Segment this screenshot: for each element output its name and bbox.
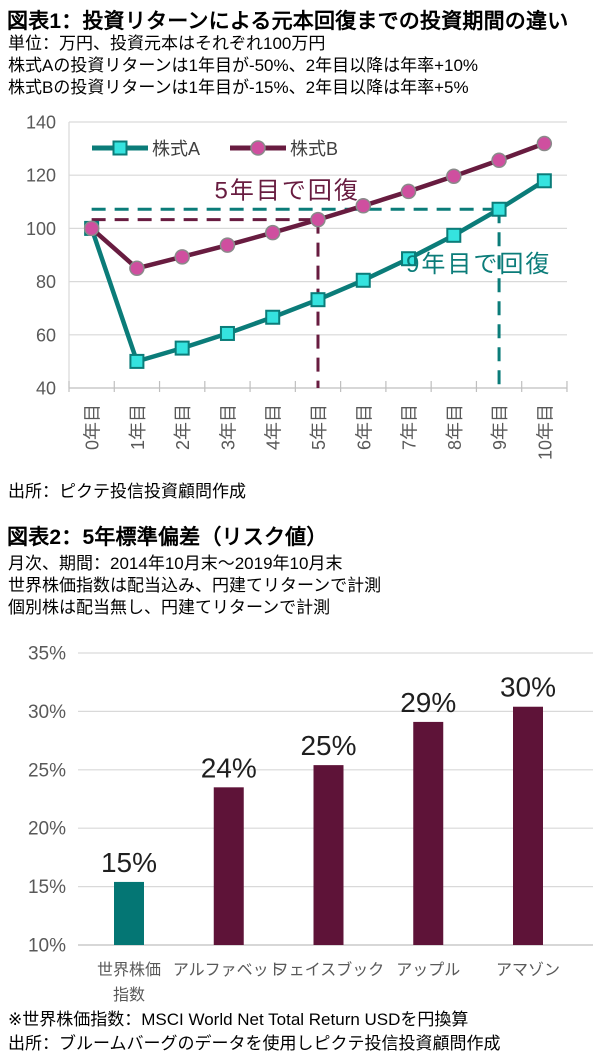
line-chart-figure1: 40 60 80 100 120 140 0年目 1年目 2年目 3年目 4年目 5年目 6年目 7年目 8…: [26, 113, 568, 460]
figure2-source: 出所：ブルームバーグのデータを使用しピクテ投信投資顧問作成: [8, 1034, 501, 1053]
y-axis-label: 120: [26, 166, 56, 186]
x-axis-label: 9年目: [490, 404, 510, 450]
legend-item-stock-b-label: 株式B: [290, 139, 338, 159]
series-a-marker: [219, 325, 235, 341]
y-axis-label: 25%: [28, 760, 66, 781]
series-a-marker: [536, 173, 552, 189]
bar-category-label: アマゾン: [496, 961, 560, 979]
figure2-footnote: ※世界株価指数：MSCI World Net Total Return USDを…: [8, 1010, 469, 1029]
bar-value-label: 29%: [400, 687, 456, 718]
figure2-subtitle: 月次、期間：2014年10月末～2019年10月末 世界株価指数は配当込み、円建…: [8, 553, 608, 619]
series-b-marker: [310, 211, 326, 228]
series-b-marker: [355, 198, 372, 214]
series-b-marker: [174, 249, 190, 265]
x-axis-label: 5年目: [309, 404, 329, 450]
x-axis-label: 6年目: [354, 404, 374, 450]
bar-0: [114, 881, 144, 945]
series-b-marker: [400, 183, 417, 200]
figure2-subtitle-line-period: 月次、期間：2014年10月末～2019年10月末: [8, 554, 343, 573]
y-axis-label: 30%: [28, 702, 66, 723]
y-axis-label: 35%: [28, 644, 66, 665]
series-b-marker: [129, 260, 145, 277]
series-b-marker: [83, 220, 100, 237]
bar-category-label: 指数: [113, 986, 145, 1004]
figure1-subtitle-line-stock-a: 株式Aの投資リターンは1年目が-50%、2年目以降は年率+10%: [8, 56, 479, 75]
series-a-marker: [129, 353, 145, 369]
x-axis-label: 0年目: [83, 404, 103, 450]
series-b-marker: [536, 135, 553, 152]
bar-3: [413, 721, 444, 945]
x-axis-label: 4年目: [264, 404, 284, 450]
bar-category-label: アルファベット: [173, 962, 285, 979]
figure1-subtitle: 単位：万円、投資元本はそれぞれ100万円 株式Aの投資リターンは1年目が-50%…: [8, 33, 608, 99]
figure1-source: 出所：ピクテ投信投資顧問作成: [8, 482, 246, 501]
figure2-title: 図表2：5年標準偏差（リスク値）: [7, 526, 328, 549]
x-axis-label: 3年目: [218, 404, 238, 450]
bar-value-label: 25%: [300, 730, 356, 761]
y-axis-label: 40: [36, 379, 56, 399]
x-axis-label: 7年目: [400, 404, 420, 450]
x-axis-label: 2年目: [173, 404, 193, 450]
series-a-marker: [491, 201, 507, 217]
series-b-marker: [446, 168, 462, 185]
y-axis-label: 20%: [28, 819, 66, 840]
series-a-marker: [310, 292, 326, 308]
series-a-marker: [174, 340, 190, 356]
y-axis-label: 100: [26, 219, 56, 239]
bar-value-label: 30%: [500, 672, 556, 703]
y-axis-label: 140: [26, 113, 56, 133]
bar-1: [213, 787, 244, 945]
figure2-subtitle-line-index: 世界株価指数は配当込み、円建てリターンで計測: [8, 576, 382, 595]
series-a-marker: [446, 227, 462, 243]
bar-2: [313, 765, 344, 945]
figure2-subtitle-line-stocks: 個別株は配当無し、円建てリターンで計測: [8, 598, 331, 617]
bar-value-label: 24%: [201, 752, 257, 783]
bar-category-label: アップル: [396, 961, 460, 979]
figure1-subtitle-line-unit: 単位：万円、投資元本はそれぞれ100万円: [8, 34, 326, 53]
annotation-recovery-year9: 9年目で回復: [406, 251, 551, 278]
figure1-subtitle-line-stock-b: 株式Bの投資リターンは1年目が-15%、2年目以降は年率+5%: [8, 78, 469, 97]
bar-value-label: 15%: [101, 847, 157, 878]
y-axis-label: 80: [36, 272, 56, 292]
series-b-marker: [219, 237, 236, 253]
bar-4: [513, 706, 543, 945]
x-axis-label: 10年目: [535, 404, 555, 460]
legend-item-stock-a-marker: [112, 140, 128, 156]
y-axis-label: 15%: [28, 877, 66, 898]
annotation-recovery-year5: 5年目で回復: [215, 178, 360, 205]
series-b-marker: [491, 152, 507, 169]
legend-item-stock-b-marker: [250, 140, 266, 156]
y-axis-label: 60: [36, 325, 56, 345]
figure1-title: 図表1：投資リターンによる元本回復までの投資期間の違い: [7, 10, 569, 33]
bar-category-label: フェイスブック: [273, 960, 385, 979]
series-b-marker: [264, 224, 281, 241]
bar-chart-figure2: 10% 15% 20% 25% 30% 35% 15% 24% 25% 29% 30% 世界株価指数 ア…: [28, 644, 593, 1004]
x-axis-label: 1年目: [128, 404, 148, 450]
y-axis-label: 10%: [28, 936, 66, 957]
series-a-marker: [265, 309, 281, 325]
legend-item-stock-a-label: 株式A: [152, 139, 200, 159]
series-a-marker: [355, 272, 371, 288]
series-a-marker: [401, 251, 417, 267]
x-axis-label: 8年目: [445, 404, 465, 450]
bar-category-label: 世界株価: [97, 961, 161, 979]
